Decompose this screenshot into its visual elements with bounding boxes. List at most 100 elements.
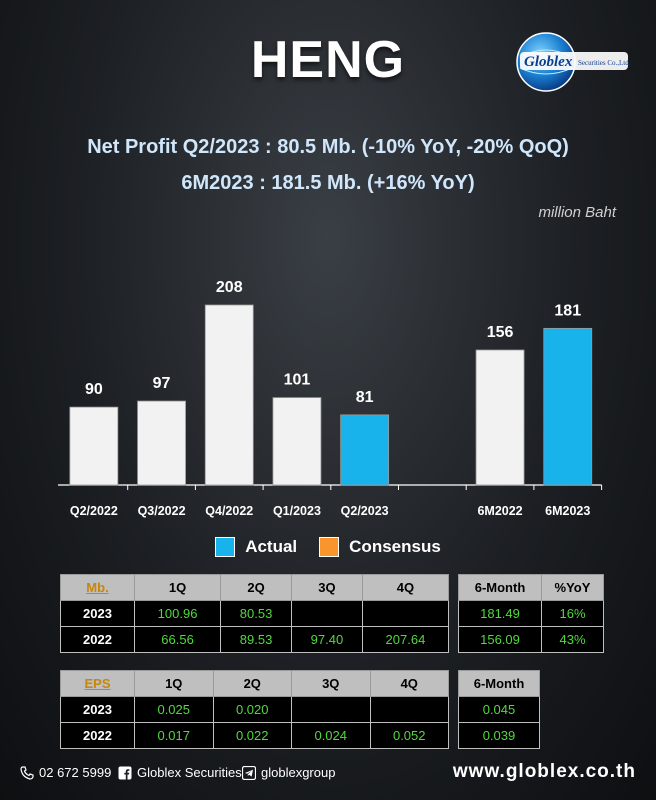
- bar-q1-2023: [272, 397, 322, 486]
- table-cell: 0.039: [458, 722, 540, 749]
- table-cell: 80.53: [220, 600, 292, 627]
- bar-q4-2022: [204, 304, 254, 486]
- table-cell: 0.052: [369, 722, 449, 749]
- bar-q3-2022: [137, 400, 186, 486]
- table-header-row: 6-Month %YoY: [458, 574, 604, 601]
- eps-quarterly-table: EPS 1Q 2Q 3Q 4Q 2023 0.025 0.020 2022 0.…: [60, 670, 449, 749]
- logo-brand: Globlex: [524, 54, 573, 70]
- row-label-2023: 2023: [60, 696, 135, 723]
- chart-legend: Actual Consensus: [0, 537, 656, 557]
- table-cell: 66.56: [133, 626, 222, 653]
- footer: 02 672 5999 Globlex Securities globlexgr…: [0, 756, 656, 792]
- table-cell: 97.40: [290, 626, 363, 653]
- table-header-1q: 1Q: [133, 574, 222, 601]
- table-header-3q: 3Q: [291, 670, 371, 697]
- facebook-label: Globlex Securities: [137, 765, 242, 780]
- table-cell: 207.64: [361, 626, 450, 653]
- table-row: 2022 66.56 89.53 97.40 207.64: [60, 626, 450, 653]
- table-header-row: Mb. 1Q 2Q 3Q 4Q: [60, 574, 450, 601]
- table-row: 156.09 43%: [458, 626, 604, 653]
- row-label-2022: 2022: [60, 626, 135, 653]
- telegram-icon: [242, 765, 256, 780]
- table-header-yoy: %YoY: [541, 574, 604, 601]
- data-label: 156: [487, 324, 514, 341]
- table-header-2q: 2Q: [212, 670, 292, 697]
- page-title: HENG: [250, 31, 406, 89]
- table-header-row: 6-Month: [458, 670, 540, 697]
- logo-suffix: Securities Co.,Ltd.: [578, 59, 630, 67]
- facebook-icon: [118, 766, 132, 780]
- table-cell: 156.09: [458, 626, 542, 653]
- eps-summary-table: 6-Month 0.045 0.039: [458, 670, 540, 749]
- table-header-3q: 3Q: [290, 574, 363, 601]
- table-cell: 89.53: [220, 626, 292, 653]
- data-label: 181: [554, 302, 581, 319]
- table-row: 0.039: [458, 722, 540, 749]
- footer-facebook[interactable]: Globlex Securities: [118, 765, 242, 780]
- table-row: 2023 0.025 0.020: [60, 696, 449, 723]
- x-tick-label: Q1/2023: [273, 504, 321, 518]
- bar-q2-2022: [69, 406, 119, 486]
- legend-item-consensus: Consensus: [319, 537, 441, 557]
- data-label: 208: [216, 279, 243, 296]
- table-cell: 43%: [541, 626, 604, 653]
- headline-net-profit-6m: 6M2023 : 181.5 Mb. (+16% YoY): [181, 172, 475, 194]
- table-header-2q: 2Q: [220, 574, 292, 601]
- website-link[interactable]: www.globlex.co.th: [452, 761, 636, 782]
- table-row: 0.045: [458, 696, 540, 723]
- unit-label: million Baht: [538, 204, 616, 221]
- net-profit-bar-chart: 90 Q2/2022 97 Q3/2022 208 Q4/2022 101 Q1/2023 81…: [69, 279, 593, 518]
- table-header-4q: 4Q: [361, 574, 450, 601]
- globlex-logo: Globlex Securities Co.,Ltd.: [516, 32, 630, 92]
- x-tick-label: 6M2022: [477, 504, 522, 518]
- table-cell: 0.020: [212, 696, 292, 723]
- table-header-1q: 1Q: [134, 670, 214, 697]
- table-header-row: EPS 1Q 2Q 3Q 4Q: [60, 670, 449, 697]
- x-tick-label: Q2/2023: [341, 504, 389, 518]
- table-cell: 100.96: [133, 600, 222, 627]
- x-tick-label: Q4/2022: [205, 504, 253, 518]
- table-cell: 181.49: [458, 600, 542, 627]
- footer-telegram[interactable]: globlexgroup: [242, 765, 335, 780]
- legend-swatch-consensus: [319, 537, 340, 557]
- table-cell: 0.024: [291, 722, 371, 749]
- legend-item-actual: Actual: [215, 537, 297, 557]
- footer-phone: 02 672 5999: [20, 765, 111, 780]
- table-header-6-month: 6-Month: [458, 574, 542, 601]
- x-tick-label: 6M2023: [545, 504, 590, 518]
- table-header-4q: 4Q: [369, 670, 449, 697]
- table-row: 2022 0.017 0.022 0.024 0.052: [60, 722, 449, 749]
- table-cell: 0.025: [134, 696, 214, 723]
- row-label-2023: 2023: [60, 600, 135, 627]
- table-cell: [361, 600, 450, 627]
- x-tick-label: Q2/2022: [70, 504, 118, 518]
- table-cell: 0.017: [134, 722, 214, 749]
- table-cell: 16%: [541, 600, 604, 627]
- data-label: 97: [153, 375, 171, 392]
- x-tick-label: Q3/2022: [138, 504, 186, 518]
- table-header-6-month: 6-Month: [458, 670, 540, 697]
- legend-label-actual: Actual: [245, 537, 298, 556]
- phone-icon: [20, 765, 34, 780]
- legend-swatch-actual: [215, 537, 236, 557]
- data-label: 90: [85, 381, 103, 398]
- telegram-label: globlexgroup: [261, 765, 336, 780]
- phone-number: 02 672 5999: [39, 765, 112, 780]
- table-corner-eps: EPS: [60, 670, 135, 697]
- table-cell: 0.022: [212, 722, 292, 749]
- bar-6m2022: [475, 349, 525, 486]
- net-profit-summary-table: 6-Month %YoY 181.49 16% 156.09 43%: [458, 574, 604, 653]
- table-cell: [291, 696, 371, 723]
- table-row: 181.49 16%: [458, 600, 604, 627]
- legend-label-consensus: Consensus: [349, 537, 441, 556]
- table-cell: [369, 696, 449, 723]
- table-corner-mb: Mb.: [60, 574, 135, 601]
- data-label: 101: [284, 372, 311, 389]
- table-row: 2023 100.96 80.53: [60, 600, 450, 627]
- net-profit-quarterly-table: Mb. 1Q 2Q 3Q 4Q 2023 100.96 80.53 2022 6…: [60, 574, 450, 653]
- row-label-2022: 2022: [60, 722, 135, 749]
- bar-6m2023: [543, 327, 593, 486]
- bar-q2-2023: [340, 414, 390, 486]
- headline-net-profit-q2: Net Profit Q2/2023 : 80.5 Mb. (-10% YoY,…: [87, 136, 569, 158]
- table-cell: [290, 600, 363, 627]
